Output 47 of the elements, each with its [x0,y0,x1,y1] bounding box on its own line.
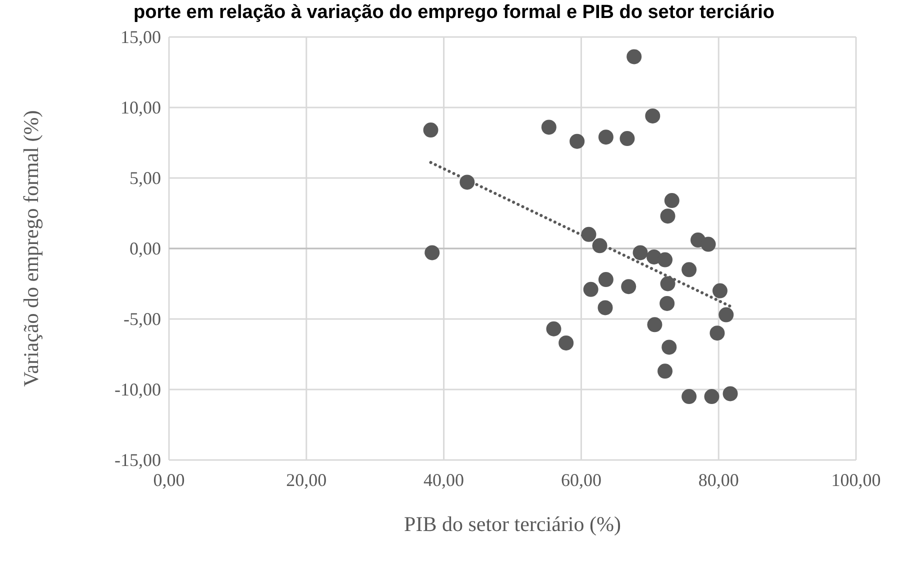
point [660,296,675,311]
point [700,236,716,252]
point [658,252,673,268]
point [710,326,725,341]
point [546,321,562,336]
point [660,208,676,224]
x-tick-label: 0,00 [153,470,185,490]
point [541,120,556,135]
y-tick-label: 15,00 [120,27,161,47]
point [583,282,598,297]
x-tick-label: 40,00 [424,470,464,490]
point [664,193,680,208]
point [645,108,660,124]
point [722,386,738,402]
x-tick-label: 80,00 [698,470,739,490]
point [660,276,676,292]
point [424,245,440,260]
chart-title: porte em relação à variação do emprego formal e PIB do setor terciário [134,2,774,23]
y-tick-label: 0,00 [130,238,161,258]
x-tick-label: 20,00 [286,470,327,490]
y-axis-title: Variação do emprego formal (%) [19,110,43,387]
y-tick-label: -10,00 [114,380,161,400]
x-tick-label: 60,00 [560,470,602,490]
point [621,279,636,294]
point [626,49,642,64]
point [423,122,438,138]
point [598,130,614,145]
point [570,134,585,149]
point [718,307,734,322]
point [712,283,728,298]
point [704,389,720,404]
point [598,272,614,288]
point [598,300,613,316]
point [647,317,662,332]
y-tick-label: -5,00 [124,309,161,329]
point [632,245,648,260]
point [682,389,697,404]
point [682,262,697,278]
point [620,131,635,146]
x-axis-title: PIB do setor terciário (%) [404,512,621,536]
point [662,340,677,355]
y-tick-label: 5,00 [130,168,161,188]
point [658,364,673,379]
point [558,335,574,350]
y-tick-label: 10,00 [120,98,161,118]
y-tick-label: -15,00 [114,450,161,470]
x-tick-label: 100,00 [831,470,881,490]
